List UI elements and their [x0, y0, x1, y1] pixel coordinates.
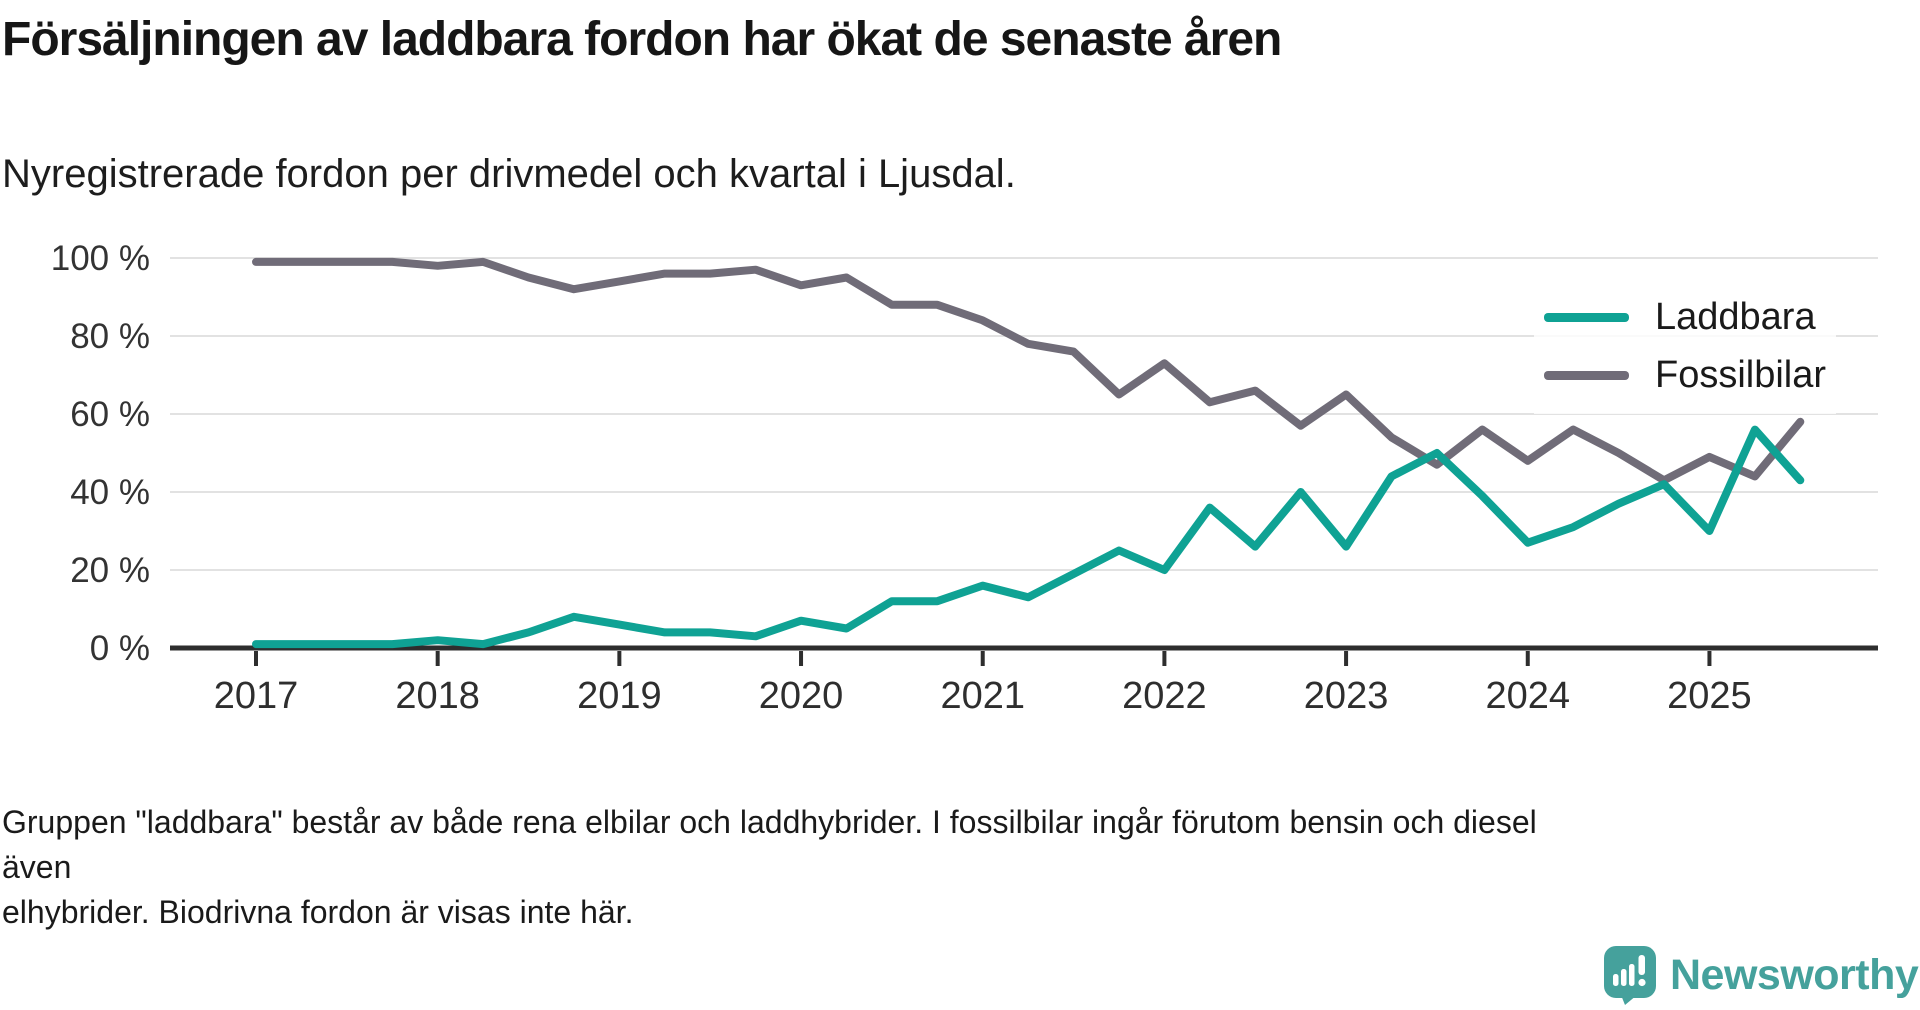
source-note-line: elhybrider. Biodrivna fordon är visas in…	[2, 894, 634, 930]
svg-text:2020: 2020	[759, 675, 844, 717]
svg-text:0 %: 0 %	[90, 629, 150, 668]
legend-label: Fossilbilar	[1655, 353, 1827, 396]
svg-text:80 %: 80 %	[70, 317, 150, 356]
logo-wordmark: Newsworthy	[1670, 951, 1919, 999]
svg-text:60 %: 60 %	[70, 395, 150, 434]
svg-text:2017: 2017	[214, 675, 299, 717]
svg-text:2021: 2021	[940, 675, 1025, 717]
svg-text:100 %: 100 %	[51, 239, 150, 278]
legend-item-fossilbilar: Fossilbilar	[1544, 350, 1826, 400]
page-title: Försäljningen av laddbara fordon har öka…	[2, 13, 1282, 66]
svg-text:2025: 2025	[1667, 675, 1752, 717]
svg-text:2023: 2023	[1304, 675, 1389, 717]
legend-label: Laddbara	[1655, 295, 1816, 338]
chart-legend: Laddbara Fossilbilar	[1534, 286, 1837, 414]
legend-item-laddbara: Laddbara	[1544, 292, 1826, 342]
svg-text:2022: 2022	[1122, 675, 1207, 717]
svg-text:40 %: 40 %	[70, 473, 150, 512]
svg-text:2024: 2024	[1485, 675, 1570, 717]
newsworthy-logo: Newsworthy	[1604, 946, 1919, 1005]
svg-text:2018: 2018	[395, 675, 480, 717]
svg-text:2019: 2019	[577, 675, 662, 717]
source-note-line: Gruppen "laddbara" består av både rena e…	[2, 804, 1537, 885]
source-note: Gruppen "laddbara" består av både rena e…	[2, 800, 1602, 935]
laddbara-line-swatch-icon	[1544, 312, 1629, 322]
svg-text:20 %: 20 %	[70, 551, 150, 590]
newsworthy-speech-bubble-chart-icon	[1604, 946, 1656, 1005]
page-subtitle: Nyregistrerade fordon per drivmedel och …	[2, 152, 1016, 196]
fossilbilar-line-swatch-icon	[1544, 370, 1629, 380]
